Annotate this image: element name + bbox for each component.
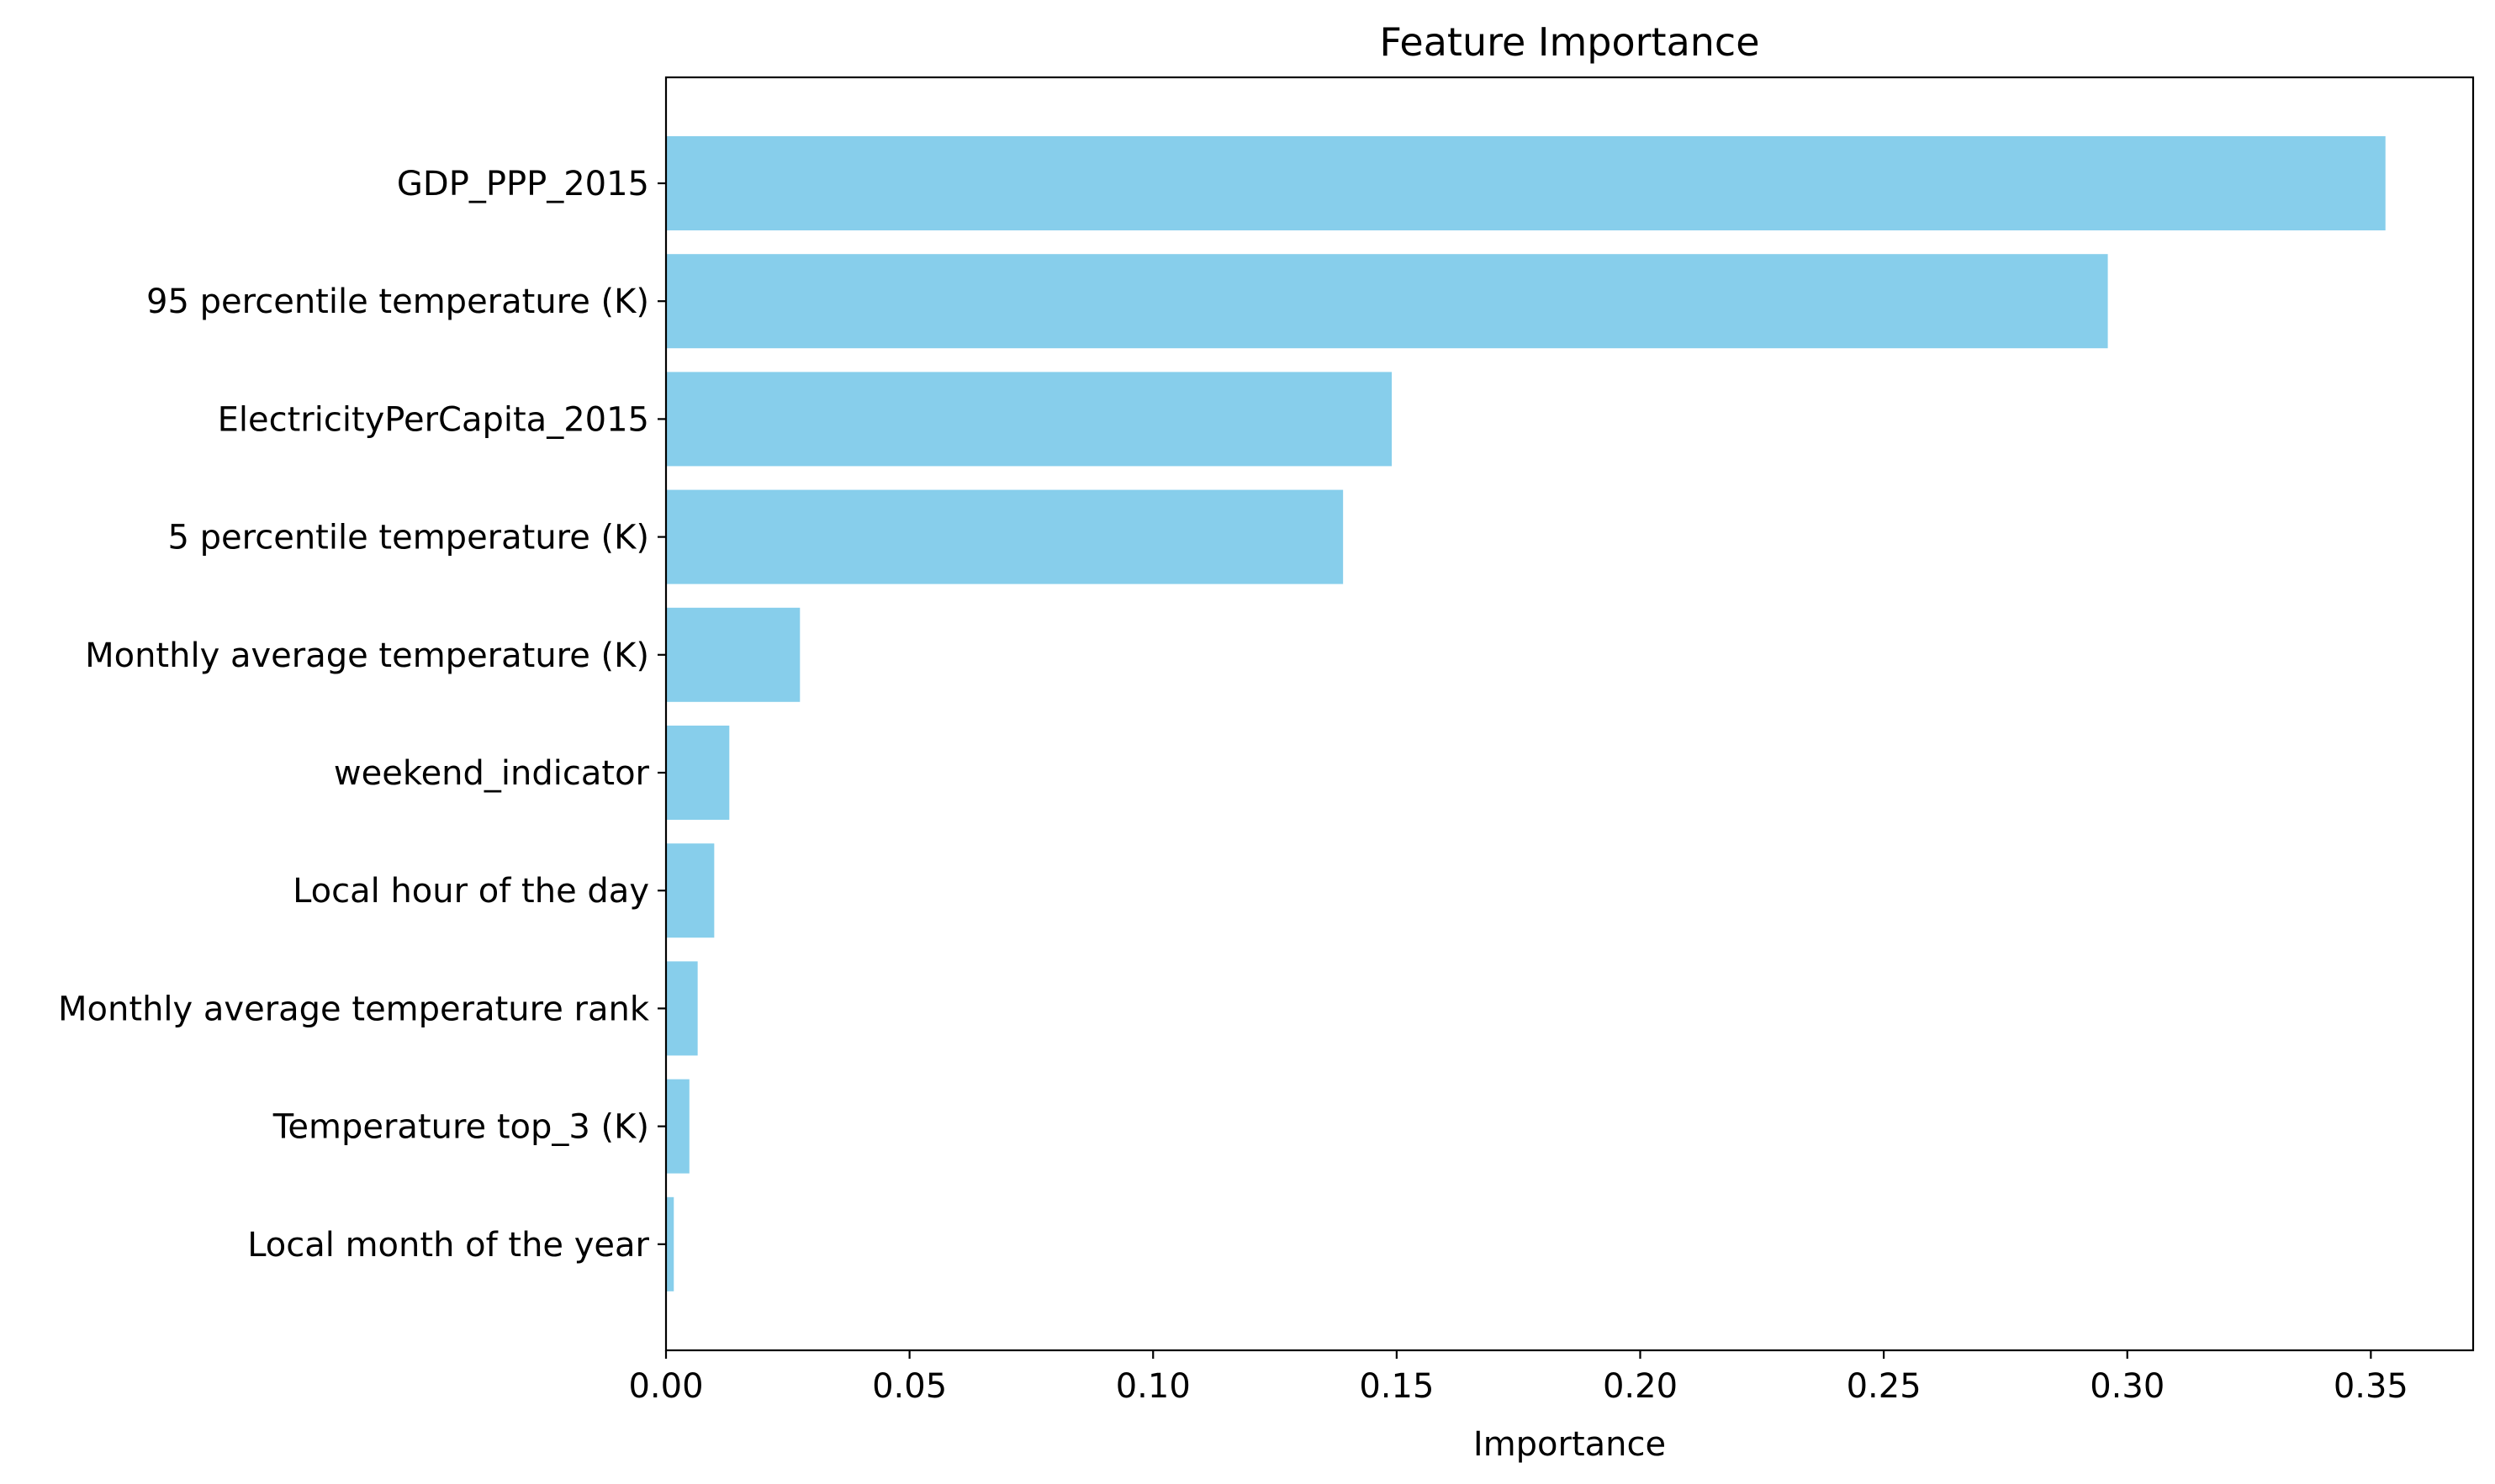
y-tick-label: Local month of the year: [247, 1226, 649, 1265]
y-tick-label: Temperature top_3 (K): [272, 1108, 649, 1147]
y-tick-label: 5 percentile temperature (K): [168, 519, 650, 557]
bar: [666, 254, 2108, 349]
bar: [666, 1079, 690, 1174]
x-tick-label: 0.05: [872, 1367, 947, 1406]
x-tick-label: 0.20: [1603, 1367, 1678, 1406]
bars-group: [666, 136, 2386, 1291]
x-tick-label: 0.25: [1847, 1367, 1921, 1406]
y-tick-label: 95 percentile temperature (K): [146, 283, 649, 321]
x-tick-label: 0.00: [628, 1367, 703, 1406]
plot-frame: [664, 76, 2475, 1352]
bar: [666, 372, 1393, 467]
x-tick-label: 0.30: [2090, 1367, 2165, 1406]
y-tick-label: Monthly average temperature rank: [58, 990, 650, 1028]
bar: [666, 607, 801, 702]
y-tick-label: Monthly average temperature (K): [85, 636, 649, 675]
bar: [666, 1196, 674, 1291]
bar: [666, 961, 698, 1056]
x-axis-label: Importance: [1473, 1425, 1666, 1464]
y-axis: GDP_PPP_2015 95 percentile temperature (K…: [58, 165, 666, 1265]
x-tick-label: 0.10: [1116, 1367, 1191, 1406]
x-tick-label: 0.15: [1359, 1367, 1434, 1406]
chart-title: Feature Importance: [1379, 19, 1759, 65]
x-tick-label: 0.35: [2334, 1367, 2408, 1406]
y-tick-label: weekend_indicator: [334, 754, 650, 793]
bar: [666, 843, 715, 938]
y-tick-label: ElectricityPerCapita_2015: [218, 400, 649, 439]
bar: [666, 136, 2386, 230]
y-tick-label: Local hour of the day: [293, 872, 649, 911]
y-tick-label: GDP_PPP_2015: [397, 165, 649, 203]
bar: [666, 489, 1344, 584]
x-axis: 0.00 0.05 0.10 0.15 0.20 0.25 0.30 0.35: [628, 1350, 2408, 1406]
bar: [666, 726, 730, 820]
